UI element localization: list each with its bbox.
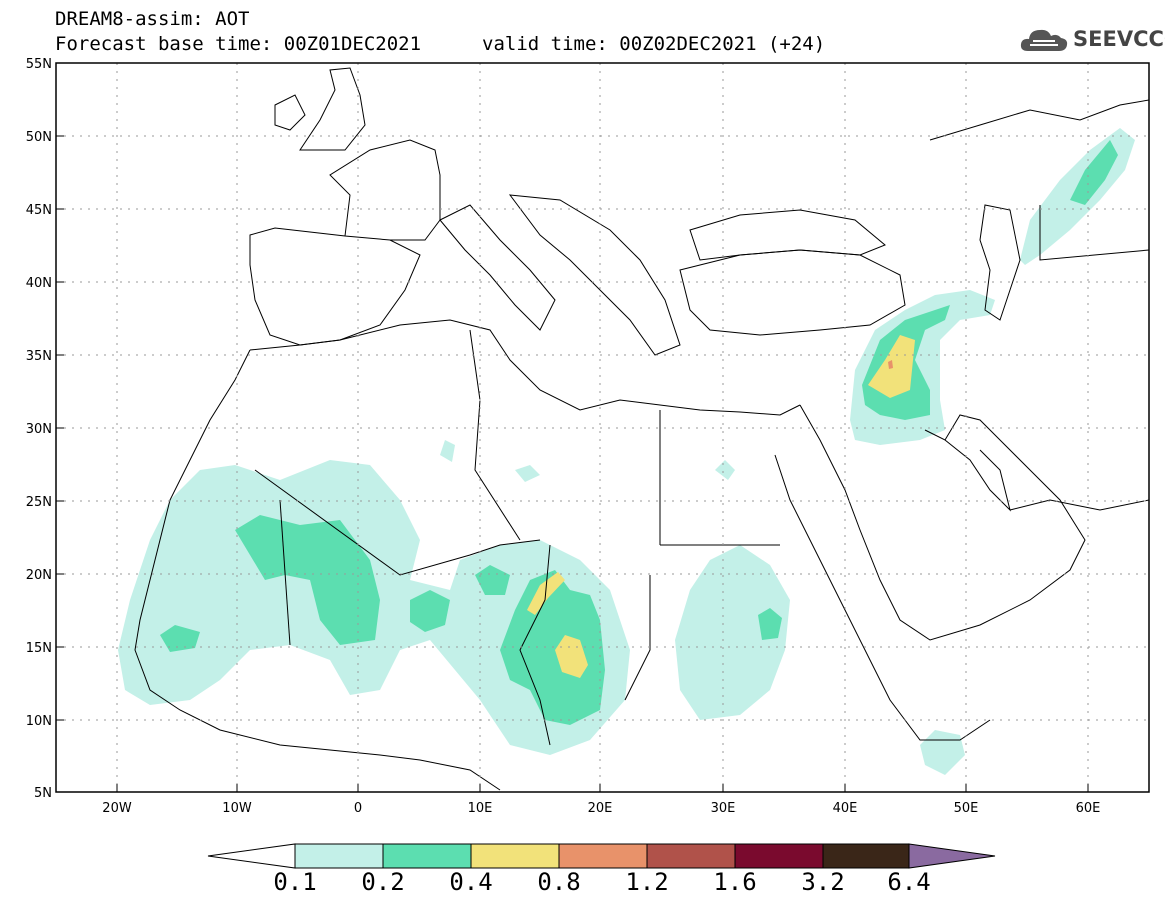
red-sea-west	[774, 454, 991, 741]
colorbar-swatch	[822, 843, 910, 869]
aot-senegal-green	[160, 625, 200, 652]
ireland-outline	[274, 94, 306, 131]
lat-label: 40N	[26, 276, 52, 291]
iberia-outline	[249, 227, 421, 346]
lat-label: 50N	[26, 130, 52, 145]
lon-label: 10W	[222, 801, 252, 816]
lat-label: 10N	[26, 714, 52, 729]
lon-labels: 20W 10W 0 10E 20E 30E 40E 50E 60E	[102, 801, 1100, 816]
black-sea-outline	[689, 209, 886, 261]
colorbar-swatch	[470, 843, 560, 869]
turkey-outline	[679, 249, 906, 336]
lon-label: 20E	[588, 801, 613, 816]
lat-label: 20N	[26, 568, 52, 583]
colorbar-label: 0.2	[361, 868, 405, 896]
aot-niger-green	[410, 590, 450, 632]
balkans-outline	[508, 194, 681, 356]
lat-label: 15N	[26, 641, 52, 656]
lat-labels: 5N 10N 15N 20N 25N 30N 35N 40N 45N 50N 5…	[26, 57, 52, 801]
aot-kazakh-green	[1070, 140, 1118, 205]
lon-label: 30E	[711, 801, 736, 816]
aot-egypt-light	[715, 460, 735, 480]
lon-label: 10E	[468, 801, 493, 816]
seevccc-logo: SEEVCCC	[1018, 25, 1165, 57]
lon-label: 60E	[1076, 801, 1101, 816]
lat-label: 55N	[26, 57, 52, 72]
africa-west-coast	[134, 349, 501, 791]
lon-label: 0	[354, 801, 362, 816]
sahara-borders-1	[279, 499, 291, 646]
aot-lib2-light	[515, 465, 540, 482]
lat-label: 35N	[26, 349, 52, 364]
caspian-outline	[979, 204, 1021, 321]
aot-sudan-light	[675, 545, 790, 720]
map-title: DREAM8-assim: AOT	[55, 8, 250, 30]
aot-horn-light	[920, 730, 965, 775]
colorbar-label: 3.2	[801, 868, 845, 896]
lat-label: 5N	[34, 786, 52, 801]
arabia-outline	[799, 404, 1086, 641]
colorbar-label: 1.6	[713, 868, 757, 896]
kazakh-coast	[929, 99, 1149, 141]
colorbar-label: 6.4	[887, 868, 931, 896]
lon-label: 50E	[954, 801, 979, 816]
lat-label: 30N	[26, 422, 52, 437]
iran-coast	[1009, 499, 1149, 511]
aot-iraq-peak	[888, 360, 893, 369]
colorbar-label: 0.4	[449, 868, 493, 896]
logo-text: SEEVCCC	[1073, 27, 1165, 51]
italy-outline	[439, 204, 556, 331]
britain-outline	[299, 67, 366, 151]
colorbar-under-arrow	[207, 843, 296, 869]
lat-label: 45N	[26, 203, 52, 218]
lat-label: 25N	[26, 495, 52, 510]
forecast-base-time: Forecast base time: 00Z01DEC2021	[55, 33, 422, 55]
colorbar-swatch	[294, 843, 384, 869]
colorbar-swatch	[382, 843, 472, 869]
africa-north-coast	[249, 319, 801, 416]
chad-sudan-border	[624, 575, 651, 701]
colorbar-label: 1.2	[625, 868, 669, 896]
aot-mali-green	[235, 515, 380, 645]
lon-label: 40E	[833, 801, 858, 816]
graticule	[56, 63, 1149, 792]
valid-time: valid time: 00Z02DEC2021 (+24)	[482, 33, 826, 55]
colorbar-swatch	[558, 843, 648, 869]
aot-shading	[118, 128, 1135, 775]
colorbar-swatch	[734, 843, 824, 869]
aot-libya-light	[440, 440, 455, 462]
colorbar	[207, 843, 996, 869]
colorbar-label: 0.8	[537, 868, 581, 896]
tick-marks	[56, 62, 1089, 793]
sahara-borders-3	[469, 329, 521, 541]
cloud-icon	[1020, 29, 1068, 51]
colorbar-label: 0.1	[273, 868, 317, 896]
lon-label: 20W	[102, 801, 132, 816]
central-asia-borders	[1039, 205, 1149, 261]
colorbar-swatch	[646, 843, 736, 869]
sahara-borders-2	[254, 469, 541, 576]
aot-chad-green	[475, 565, 510, 595]
france-outline	[329, 139, 441, 241]
colorbar-over-arrow	[908, 843, 996, 869]
coastlines	[134, 67, 1149, 791]
aot-sudan-green	[758, 608, 782, 640]
persian-gulf	[944, 439, 1011, 512]
aot-chad-yellow	[555, 635, 588, 678]
chad-border	[519, 544, 551, 746]
